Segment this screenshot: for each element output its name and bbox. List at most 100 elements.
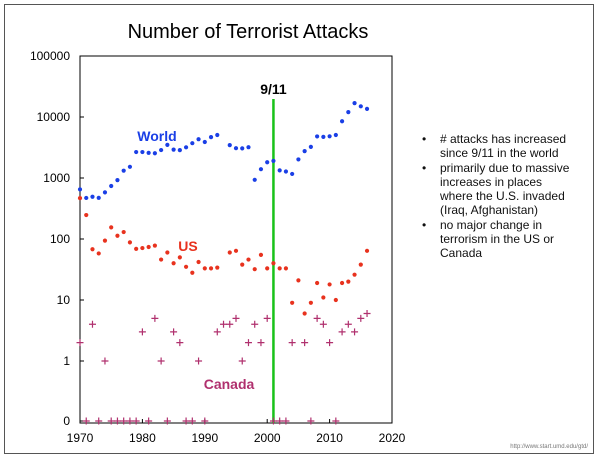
us-point bbox=[152, 243, 157, 248]
x-tick-label: 2010 bbox=[316, 431, 343, 445]
source-url: http://www.start.umd.edu/gtd/ bbox=[510, 444, 588, 450]
us-point bbox=[171, 261, 176, 266]
us-point bbox=[215, 265, 220, 270]
world-point bbox=[333, 132, 338, 138]
us-point bbox=[302, 311, 307, 316]
world-point bbox=[84, 195, 89, 201]
canada-point bbox=[319, 320, 327, 328]
canada-point bbox=[351, 328, 359, 336]
world-point bbox=[77, 187, 83, 192]
canada-point bbox=[120, 417, 128, 425]
y-tick-label: 1 bbox=[63, 354, 70, 368]
canada-point bbox=[145, 417, 153, 425]
world-point bbox=[121, 168, 126, 173]
us-point bbox=[115, 233, 120, 238]
canada-point bbox=[282, 417, 290, 425]
canada-point bbox=[226, 320, 234, 328]
us-point bbox=[277, 266, 282, 271]
y-axis-ticks: 0 1 10 100 1000 10000 100000 bbox=[30, 49, 84, 428]
world-point bbox=[146, 150, 151, 155]
world-point bbox=[90, 194, 95, 199]
canada-point bbox=[288, 339, 296, 347]
us-point bbox=[127, 240, 133, 245]
canada-point bbox=[107, 417, 115, 425]
world-point bbox=[140, 149, 145, 155]
canada-point bbox=[326, 339, 334, 347]
world-point bbox=[315, 134, 320, 139]
canada-point bbox=[82, 417, 90, 425]
world-point bbox=[233, 146, 239, 151]
canada-point bbox=[332, 417, 340, 425]
x-tick-label: 2020 bbox=[379, 431, 406, 445]
chart-title: Number of Terrorist Attacks bbox=[128, 21, 369, 43]
world-point bbox=[308, 144, 313, 149]
canada-point bbox=[363, 310, 371, 318]
canada-point bbox=[251, 320, 259, 328]
canada-point bbox=[338, 328, 346, 336]
us-point bbox=[159, 257, 164, 262]
note-text: no major change in terrorism in the US o… bbox=[440, 218, 555, 260]
world-point bbox=[246, 145, 251, 150]
slide-frame bbox=[4, 4, 594, 454]
world-point bbox=[152, 151, 157, 156]
canada-point bbox=[76, 339, 84, 347]
canada-point bbox=[269, 417, 277, 425]
world-point bbox=[283, 169, 289, 174]
us-point bbox=[358, 262, 363, 267]
world-point bbox=[102, 190, 108, 195]
bullet-icon: • bbox=[422, 161, 427, 175]
canada-point bbox=[157, 357, 165, 365]
us-point bbox=[296, 278, 301, 283]
canada-point bbox=[213, 328, 221, 336]
world-point bbox=[177, 148, 182, 153]
canada-point bbox=[126, 417, 134, 425]
y-tick-label: 10 bbox=[57, 293, 71, 307]
canada-point bbox=[220, 320, 228, 328]
us-point bbox=[283, 266, 289, 271]
us-point bbox=[177, 255, 182, 260]
bullet-notes: • # attacks has increased since 9/11 in t… bbox=[420, 132, 578, 261]
canada-series-label: Canada bbox=[204, 376, 255, 392]
y-tick-label: 100 bbox=[50, 232, 70, 246]
world-point bbox=[296, 157, 301, 162]
series-labels: 9/11 World US Canada bbox=[137, 81, 287, 392]
world-point bbox=[159, 147, 164, 153]
us-point bbox=[146, 244, 151, 250]
x-tick-label: 2000 bbox=[254, 431, 281, 445]
note-item: • no major change in terrorism in the US … bbox=[420, 218, 578, 260]
canada-point bbox=[232, 314, 240, 322]
world-point bbox=[252, 177, 257, 182]
canada-point bbox=[344, 320, 352, 328]
us-point bbox=[140, 245, 145, 251]
us-point bbox=[352, 272, 357, 277]
y-tick-label: 100000 bbox=[30, 49, 70, 63]
canada-point bbox=[307, 417, 315, 425]
world-point bbox=[364, 106, 370, 111]
us-point bbox=[208, 266, 214, 271]
canada-point bbox=[301, 339, 309, 347]
world-series-label: World bbox=[137, 128, 176, 144]
bullet-icon: • bbox=[422, 218, 427, 232]
world-point bbox=[227, 143, 232, 148]
us-point bbox=[202, 266, 207, 271]
us-point bbox=[102, 238, 108, 243]
world-point bbox=[171, 147, 176, 152]
y-tick-label: 10000 bbox=[37, 110, 71, 124]
us-point bbox=[121, 229, 126, 235]
us-point bbox=[252, 267, 257, 272]
world-point bbox=[134, 149, 139, 155]
note-text: # attacks has increased since 9/11 in th… bbox=[440, 132, 567, 160]
y-tick-label: 1000 bbox=[43, 171, 70, 185]
data-marks bbox=[76, 99, 371, 425]
canada-point bbox=[188, 417, 196, 425]
bullet-icon: • bbox=[422, 132, 427, 146]
x-tick-label: 1980 bbox=[129, 431, 156, 445]
plot-frame bbox=[79, 55, 393, 424]
canada-point bbox=[182, 417, 190, 425]
world-point bbox=[165, 142, 170, 147]
world-point bbox=[202, 139, 207, 145]
world-point bbox=[208, 134, 214, 140]
us-point bbox=[190, 270, 195, 275]
canada-point bbox=[176, 339, 184, 347]
